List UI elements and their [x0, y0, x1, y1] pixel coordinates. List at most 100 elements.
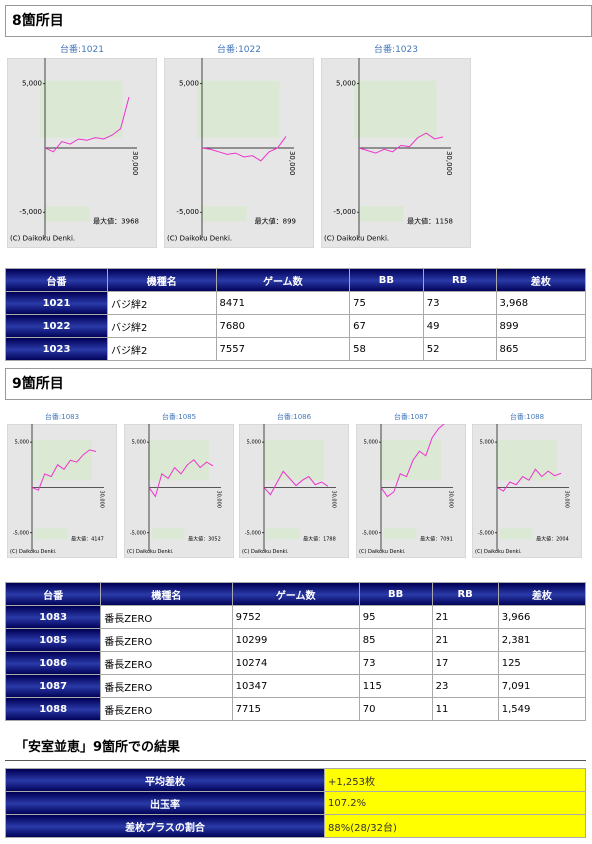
decor — [499, 528, 533, 540]
y-tick-label: 5,000 — [22, 80, 42, 88]
credit: (C) Daikoku Denki. — [242, 549, 289, 555]
graph-title: 台番:1088 — [509, 413, 545, 421]
machine-number: 1085 — [4, 628, 102, 652]
credit: (C) Daikoku Denki. — [475, 549, 522, 555]
cell: 70 — [358, 697, 433, 721]
graph-title: 台番:1022 — [217, 45, 261, 55]
decor — [354, 80, 437, 138]
machine-number: 1087 — [4, 674, 102, 698]
y-tick-label: 5,000 — [132, 440, 146, 446]
x-end-label: 30,000 — [564, 490, 570, 508]
result-table: 台番 機種名 ゲーム数 BB RB 差枚 1021 バジ絆2 8471 75 73 3,968 1022… — [4, 268, 587, 361]
y-tick-label: -5,000 — [478, 530, 494, 536]
decor — [358, 206, 404, 222]
cell: 865 — [495, 337, 587, 361]
y-tick-label: -5,000 — [130, 530, 146, 536]
y-tick-label: 5,000 — [179, 80, 199, 88]
cell: 番長ZERO — [100, 605, 233, 629]
machine-number: 1022 — [4, 314, 109, 338]
x-end-label: 30,000 — [99, 490, 105, 508]
graph-title: 台番:1083 — [44, 413, 80, 421]
decor — [44, 206, 90, 222]
max-label: 最大値：1158 — [407, 216, 453, 225]
cell: 2,381 — [497, 628, 587, 652]
row: 1087 番長ZERO 10347 115 23 7,091 — [4, 674, 587, 698]
summary-label: 出玉率 — [5, 791, 325, 815]
y-tick-label: -5,000 — [245, 530, 261, 536]
header-cell: 差枚 — [497, 582, 587, 606]
cell: 番長ZERO — [100, 651, 233, 675]
graph-title: 台番:1087 — [393, 413, 429, 421]
data-line — [380, 424, 445, 498]
cell: 21 — [431, 605, 499, 629]
cell: 75 — [349, 291, 424, 315]
cell: 10347 — [231, 674, 360, 698]
x-end-label: 30,000 — [131, 151, 139, 176]
data-line — [44, 96, 130, 153]
decor — [197, 80, 280, 138]
cell: 67 — [349, 314, 424, 338]
cell: 17 — [431, 651, 499, 675]
graph: 5,000 -5,000 30,000 最大値：3052 (C) Daikoku Den… — [124, 424, 234, 558]
max-label: 最大値：2004 — [536, 536, 569, 543]
header-cell: 差枚 — [495, 268, 587, 292]
header-cell: ゲーム数 — [215, 268, 351, 292]
decor — [40, 80, 123, 138]
cell: 7,091 — [497, 674, 587, 698]
data-line — [358, 132, 444, 154]
cell: 21 — [431, 628, 499, 652]
decor — [148, 440, 209, 481]
row: 1023 バジ絆2 7557 58 52 865 — [4, 337, 587, 361]
x-end-label: 30,000 — [288, 151, 296, 176]
row: 平均差枚 +1,253枚 — [5, 768, 586, 792]
header-cell: 台番 — [4, 582, 102, 606]
cell: 11 — [431, 697, 499, 721]
graph: 5,000 -5,000 30,000 最大値：899 (C) Daikoku Denk… — [164, 58, 314, 248]
credit: (C) Daikoku Denki. — [127, 549, 174, 555]
cell: 1,549 — [497, 697, 587, 721]
summary-label: 平均差枚 — [5, 768, 325, 792]
cell: 115 — [358, 674, 433, 698]
machine-number: 1083 — [4, 605, 102, 629]
header-row: 台番 機種名 ゲーム数 BB RB 差枚 — [4, 582, 587, 606]
y-tick-label: -5,000 — [362, 530, 378, 536]
max-label: 最大値：3968 — [93, 216, 139, 225]
header-cell: ゲーム数 — [231, 582, 360, 606]
cell: 73 — [358, 651, 433, 675]
max-label: 最大値：1788 — [303, 536, 336, 543]
divider — [5, 760, 586, 761]
graph: 5,000 -5,000 30,000 最大値：1788 (C) Daikoku Den… — [239, 424, 349, 558]
row: 出玉率 107.2% — [5, 791, 586, 815]
cell: 95 — [358, 605, 433, 629]
machine-number: 1023 — [4, 337, 109, 361]
section-title: 9箇所目 — [5, 368, 592, 400]
cell: 58 — [349, 337, 424, 361]
cell: バジ絆2 — [107, 314, 217, 338]
cell: バジ絆2 — [107, 291, 217, 315]
graph-title: 台番:1021 — [60, 45, 104, 55]
decor — [380, 440, 441, 481]
summary-value: +1,253枚 — [324, 768, 586, 792]
row: 1021 バジ絆2 8471 75 73 3,968 — [4, 291, 587, 315]
header-cell: BB — [349, 268, 424, 292]
cell: 85 — [358, 628, 433, 652]
max-label: 最大値：899 — [255, 216, 296, 225]
summary-value: 107.2% — [324, 791, 586, 815]
data-line — [31, 449, 97, 491]
decor — [263, 440, 324, 481]
cell: 3,968 — [495, 291, 587, 315]
cell: 7715 — [231, 697, 360, 721]
cell: 10274 — [231, 651, 360, 675]
cell: 899 — [495, 314, 587, 338]
graph-title: 台番:1023 — [374, 45, 418, 55]
section-title: 8箇所目 — [5, 5, 592, 37]
cell: 7557 — [215, 337, 351, 361]
decor — [496, 440, 557, 481]
x-end-label: 30,000 — [448, 490, 454, 508]
y-tick-label: 5,000 — [364, 440, 378, 446]
header-row: 台番 機種名 ゲーム数 BB RB 差枚 — [4, 268, 587, 292]
y-tick-label: 5,000 — [15, 440, 29, 446]
y-tick-label: 5,000 — [247, 440, 261, 446]
header-cell: 台番 — [4, 268, 109, 292]
